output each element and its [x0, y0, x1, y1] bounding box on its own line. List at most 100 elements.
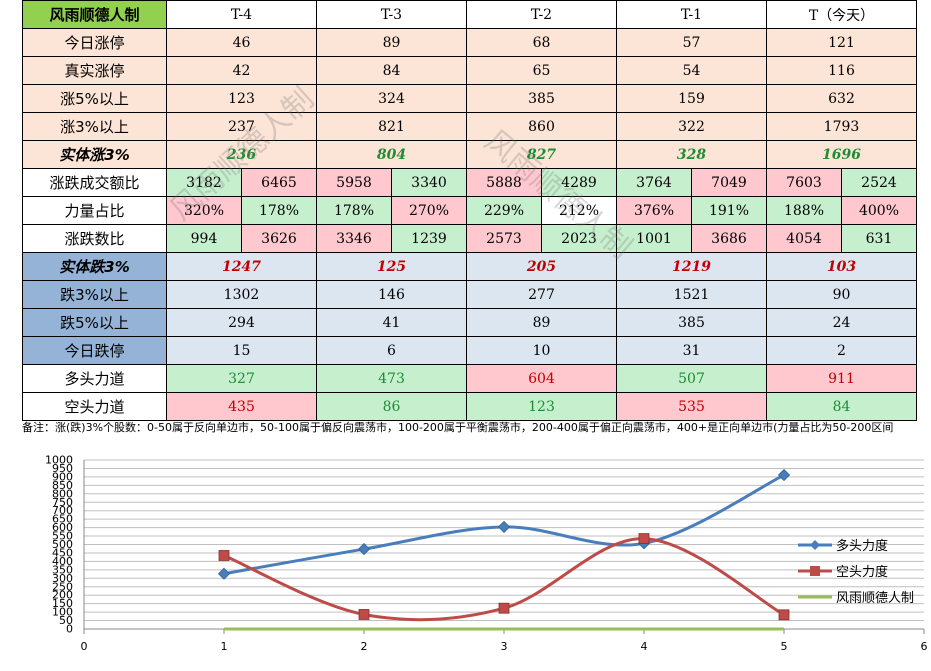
data-cell[interactable]: 191%	[691, 196, 767, 225]
row-label[interactable]: 今日跌停	[22, 336, 167, 365]
data-cell[interactable]: 1521	[616, 280, 767, 309]
data-cell[interactable]: 604	[466, 364, 617, 393]
data-cell[interactable]: 90	[766, 280, 917, 309]
data-cell[interactable]: 385	[466, 84, 617, 113]
data-cell[interactable]: 24	[766, 308, 917, 337]
data-cell[interactable]: 821	[316, 112, 467, 141]
data-cell[interactable]: 507	[616, 364, 767, 393]
data-cell[interactable]: 178%	[316, 196, 392, 225]
column-header[interactable]: T-1	[616, 0, 767, 29]
data-cell[interactable]: 212%	[541, 196, 617, 225]
row-label[interactable]: 涨3%以上	[22, 112, 167, 141]
data-cell[interactable]: 65	[466, 56, 617, 85]
data-cell[interactable]: 7049	[691, 168, 767, 197]
data-cell[interactable]: 1239	[391, 224, 467, 253]
data-cell[interactable]: 229%	[466, 196, 542, 225]
data-cell[interactable]: 3182	[166, 168, 242, 197]
data-cell[interactable]: 804	[316, 140, 467, 169]
data-cell[interactable]: 116	[766, 56, 917, 85]
row-label[interactable]: 空头力道	[22, 392, 167, 421]
data-cell[interactable]: 324	[316, 84, 467, 113]
data-cell[interactable]: 7603	[766, 168, 842, 197]
data-cell[interactable]: 84	[766, 392, 917, 421]
data-cell[interactable]: 3340	[391, 168, 467, 197]
data-cell[interactable]: 277	[466, 280, 617, 309]
row-label[interactable]: 跌3%以上	[22, 280, 167, 309]
data-cell[interactable]: 860	[466, 112, 617, 141]
data-cell[interactable]: 3686	[691, 224, 767, 253]
data-cell[interactable]: 270%	[391, 196, 467, 225]
data-cell[interactable]: 68	[466, 28, 617, 57]
data-cell[interactable]: 42	[166, 56, 317, 85]
row-label[interactable]: 力量占比	[22, 196, 167, 225]
data-cell[interactable]: 86	[316, 392, 467, 421]
data-cell[interactable]: 2524	[841, 168, 917, 197]
row-label[interactable]: 涨5%以上	[22, 84, 167, 113]
data-cell[interactable]: 6465	[241, 168, 317, 197]
data-cell[interactable]: 6	[316, 336, 467, 365]
data-cell[interactable]: 1696	[766, 140, 917, 169]
data-cell[interactable]: 188%	[766, 196, 842, 225]
data-cell[interactable]: 5958	[316, 168, 392, 197]
data-cell[interactable]: 84	[316, 56, 467, 85]
data-cell[interactable]: 89	[466, 308, 617, 337]
data-cell[interactable]: 1219	[616, 252, 767, 281]
data-cell[interactable]: 294	[166, 308, 317, 337]
data-cell[interactable]: 1302	[166, 280, 317, 309]
data-cell[interactable]: 535	[616, 392, 767, 421]
data-cell[interactable]: 178%	[241, 196, 317, 225]
data-cell[interactable]: 236	[166, 140, 317, 169]
data-cell[interactable]: 4289	[541, 168, 617, 197]
data-cell[interactable]: 3626	[241, 224, 317, 253]
data-cell[interactable]: 2023	[541, 224, 617, 253]
data-cell[interactable]: 125	[316, 252, 467, 281]
data-cell[interactable]: 322	[616, 112, 767, 141]
data-cell[interactable]: 123	[466, 392, 617, 421]
row-label[interactable]: 实体涨3%	[22, 140, 167, 169]
row-label[interactable]: 多头力道	[22, 364, 167, 393]
data-cell[interactable]: 205	[466, 252, 617, 281]
data-cell[interactable]: 385	[616, 308, 767, 337]
column-header[interactable]: T-2	[466, 0, 617, 29]
data-cell[interactable]: 473	[316, 364, 467, 393]
data-cell[interactable]: 237	[166, 112, 317, 141]
data-cell[interactable]: 123	[166, 84, 317, 113]
data-cell[interactable]: 159	[616, 84, 767, 113]
data-cell[interactable]: 41	[316, 308, 467, 337]
data-cell[interactable]: 31	[616, 336, 767, 365]
row-label[interactable]: 真实涨停	[22, 56, 167, 85]
data-cell[interactable]: 3346	[316, 224, 392, 253]
data-cell[interactable]: 1793	[766, 112, 917, 141]
data-cell[interactable]: 631	[841, 224, 917, 253]
row-label[interactable]: 今日涨停	[22, 28, 167, 57]
data-cell[interactable]: 10	[466, 336, 617, 365]
data-cell[interactable]: 632	[766, 84, 917, 113]
data-cell[interactable]: 3764	[616, 168, 692, 197]
data-cell[interactable]: 46	[166, 28, 317, 57]
data-cell[interactable]: 15	[166, 336, 317, 365]
row-label[interactable]: 实体跌3%	[22, 252, 167, 281]
data-cell[interactable]: 89	[316, 28, 467, 57]
data-cell[interactable]: 328	[616, 140, 767, 169]
corner-title[interactable]: 风雨顺德人制	[22, 0, 167, 29]
data-cell[interactable]: 400%	[841, 196, 917, 225]
data-cell[interactable]: 121	[766, 28, 917, 57]
column-header[interactable]: T-4	[166, 0, 317, 29]
data-cell[interactable]: 2573	[466, 224, 542, 253]
data-cell[interactable]: 994	[166, 224, 242, 253]
data-cell[interactable]: 57	[616, 28, 767, 57]
data-cell[interactable]: 5888	[466, 168, 542, 197]
data-cell[interactable]: 320%	[166, 196, 242, 225]
data-cell[interactable]: 376%	[616, 196, 692, 225]
data-cell[interactable]: 2	[766, 336, 917, 365]
data-cell[interactable]: 1247	[166, 252, 317, 281]
column-header[interactable]: T-3	[316, 0, 467, 29]
data-cell[interactable]: 54	[616, 56, 767, 85]
data-cell[interactable]: 327	[166, 364, 317, 393]
data-cell[interactable]: 146	[316, 280, 467, 309]
data-cell[interactable]: 1001	[616, 224, 692, 253]
data-cell[interactable]: 4054	[766, 224, 842, 253]
row-label[interactable]: 涨跌数比	[22, 224, 167, 253]
column-header[interactable]: T（今天）	[766, 0, 917, 29]
data-cell[interactable]: 435	[166, 392, 317, 421]
